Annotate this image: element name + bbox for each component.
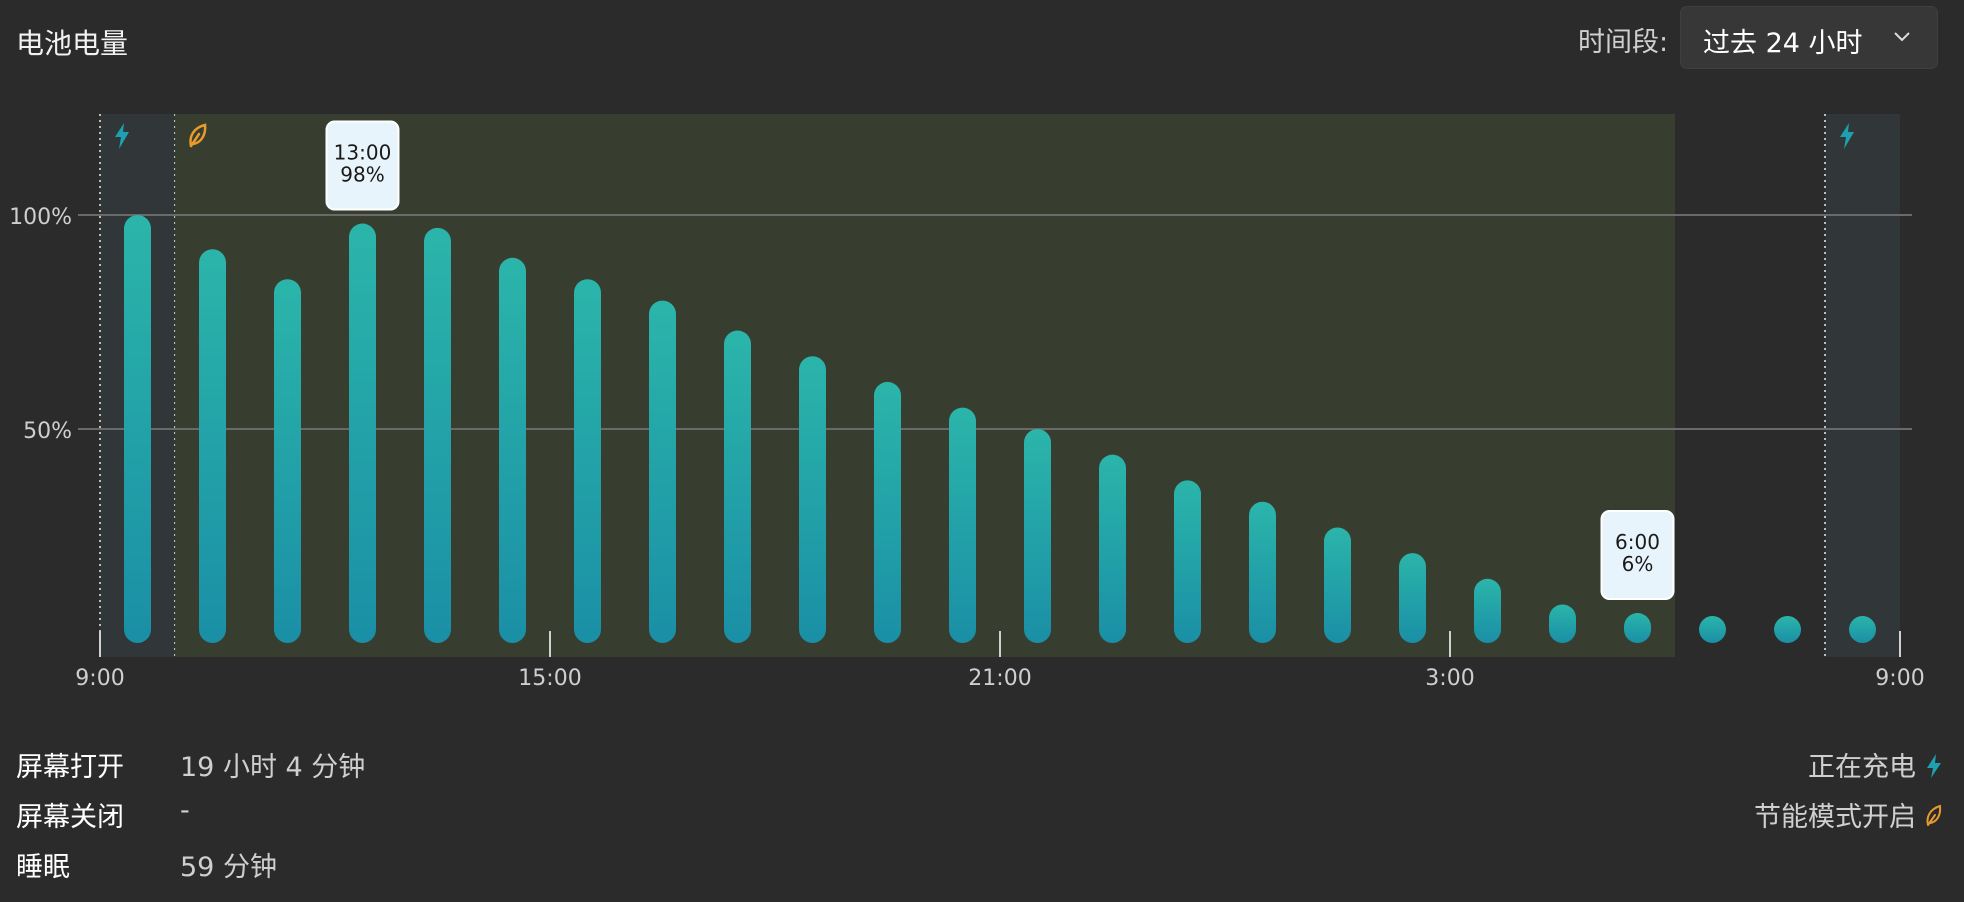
x-tick-label: 15:00 [518, 666, 581, 691]
tooltip-value: 6% [1622, 552, 1654, 576]
chevron-down-icon [1894, 32, 1910, 42]
lightning-bolt-icon [1927, 754, 1941, 778]
stat-value: 19 小时 4 分钟 [180, 752, 366, 783]
x-tick-label: 9:00 [75, 666, 124, 691]
stat-label: 屏幕关闭 [16, 802, 124, 833]
legend-saver: 节能模式开启 [1754, 795, 1944, 845]
battery-bar [1474, 578, 1501, 643]
battery-bar [799, 356, 826, 643]
battery-bar [649, 300, 676, 643]
battery-bar [1174, 480, 1201, 643]
battery-bar [1849, 616, 1876, 643]
chart-tooltip [325, 120, 400, 211]
legend-saver-label: 节能模式开启 [1754, 802, 1916, 833]
leaf-icon [189, 123, 207, 148]
battery-bar [424, 227, 451, 643]
time-range-label: 时间段: [1578, 27, 1669, 58]
battery-bar [1699, 616, 1726, 643]
time-range-selected: 过去 24 小时 [1703, 28, 1863, 59]
time-range-dropdown[interactable]: 过去 24 小时 [1680, 6, 1938, 69]
legend-charging: 正在充电 [1754, 745, 1944, 795]
saver-band [175, 114, 1675, 657]
usage-stats: 屏幕打开 19 小时 4 分钟 屏幕关闭 - 睡眠 59 分钟 [16, 745, 616, 895]
stat-value: 59 分钟 [180, 852, 277, 883]
x-tick-label: 3:00 [1425, 666, 1474, 691]
leaf-icon [1926, 804, 1942, 826]
lightning-bolt-icon [1840, 123, 1854, 149]
tooltip-time: 13:00 [334, 141, 392, 165]
battery-bar [1324, 527, 1351, 643]
battery-bar [724, 330, 751, 643]
tooltip-time: 6:00 [1615, 530, 1660, 554]
battery-bar [199, 249, 226, 644]
battery-bar [949, 407, 976, 643]
chart-legend: 正在充电 节能模式开启 [1754, 745, 1944, 845]
battery-bar [1399, 553, 1426, 643]
chart-tooltip [1600, 510, 1675, 601]
battery-bar [1024, 429, 1051, 643]
stat-label: 屏幕打开 [16, 752, 124, 783]
lightning-bolt-icon [115, 123, 129, 149]
tooltip-value: 98% [340, 163, 384, 187]
page-title: 电池电量 [16, 27, 129, 60]
stat-screen-on: 屏幕打开 19 小时 4 分钟 [16, 745, 616, 795]
battery-bar [1549, 604, 1576, 643]
battery-bar [124, 215, 151, 643]
stat-sleep: 睡眠 59 分钟 [16, 845, 616, 895]
battery-bar [274, 279, 301, 643]
stat-screen-off: 屏幕关闭 - [16, 795, 616, 845]
battery-bar [499, 257, 526, 643]
charging-band [1825, 114, 1900, 657]
stat-value: - [180, 795, 190, 826]
y-tick-label: 100% [9, 205, 72, 230]
battery-bar [574, 279, 601, 643]
x-tick-label: 21:00 [968, 666, 1031, 691]
stat-label: 睡眠 [16, 852, 70, 883]
battery-bar [349, 223, 376, 643]
battery-bar [874, 381, 901, 643]
x-tick-label: 9:00 [1875, 666, 1924, 691]
battery-bar [1624, 613, 1651, 643]
battery-bar [1099, 454, 1126, 643]
legend-charging-label: 正在充电 [1808, 752, 1916, 783]
y-tick-label: 50% [23, 419, 72, 444]
battery-bar [1249, 501, 1276, 643]
battery-bar [1774, 616, 1801, 643]
